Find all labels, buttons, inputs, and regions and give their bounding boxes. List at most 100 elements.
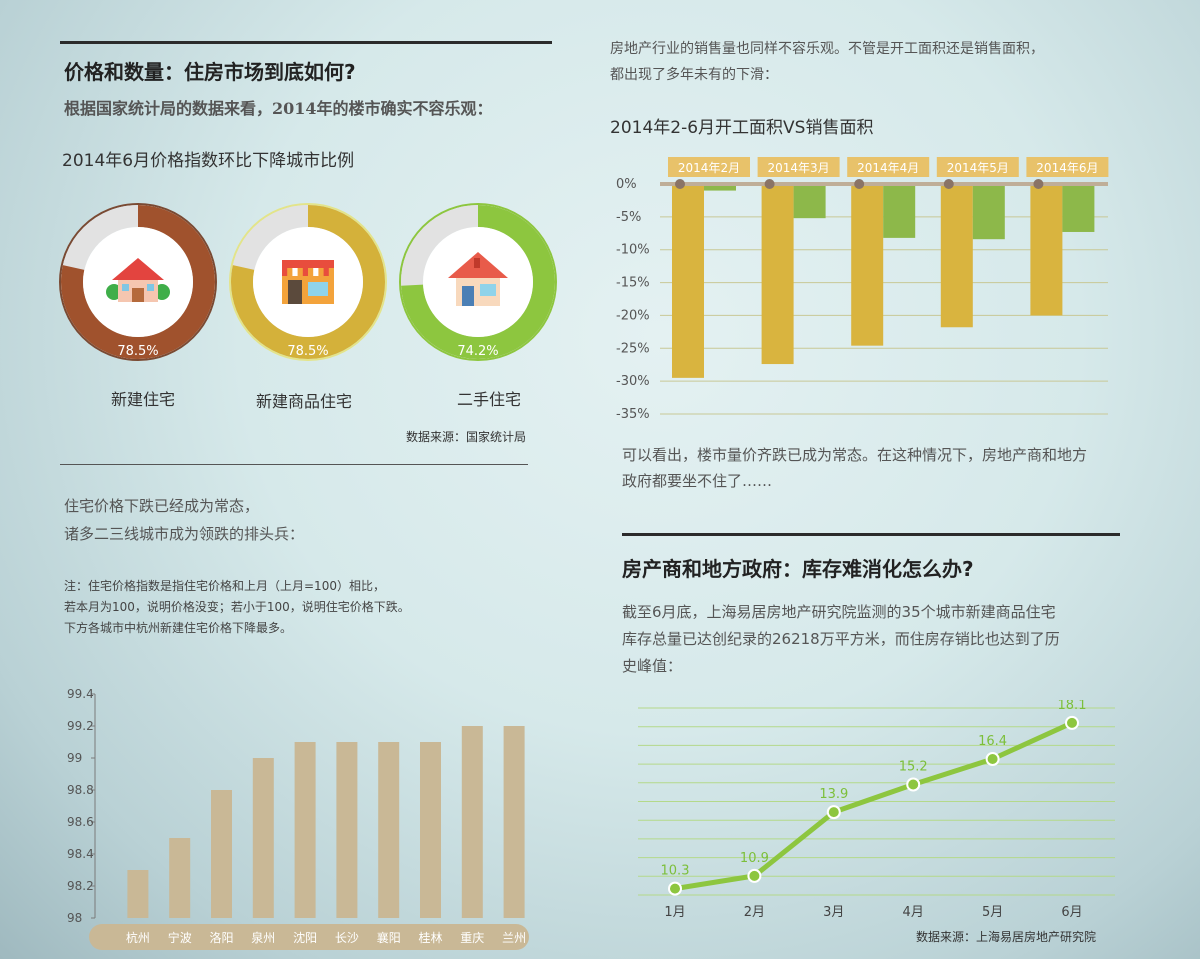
text1-line1: 住宅价格下跌已经成为常态， (64, 497, 260, 515)
bar-襄阳 (378, 742, 400, 918)
intro-text-left: 根据国家统计局的数据来看，2014年的楼市确实不容乐观： (64, 99, 493, 118)
y-tick-label: -25% (616, 341, 650, 356)
divider-left (60, 464, 528, 465)
bar-sales-area (972, 184, 1005, 240)
data-label: 10.3 (661, 864, 690, 879)
y-tick-label: -20% (616, 308, 650, 323)
y-tick-label: -10% (616, 243, 650, 258)
house-icon (448, 252, 508, 306)
house-with-trees-icon (106, 258, 170, 302)
after-line2: 政府都要坐不住了…… (622, 472, 773, 490)
rings-title: 2014年6月价格指数环比下降城市比例 (62, 151, 355, 171)
category-tab (936, 157, 1019, 177)
category-tab (1026, 157, 1109, 177)
y-tick-label: -5% (616, 210, 641, 225)
data-label: 16.4 (978, 734, 1007, 749)
ring-value-arc (61, 205, 215, 359)
x-tick-label: 1月 (664, 905, 685, 920)
x-tick-label: 桂林 (418, 930, 442, 945)
category-label: 2014年6月 (1036, 161, 1098, 175)
data-point (826, 805, 841, 820)
category-tab (847, 157, 930, 177)
ring-outline (229, 203, 387, 361)
y-tick-label: 99 (67, 751, 82, 765)
bar-桂林 (420, 742, 441, 918)
data-point (668, 881, 682, 896)
data-point (985, 752, 1000, 766)
ring-outline (399, 203, 557, 361)
ring-value-arc (401, 205, 555, 359)
y-tick-label: 99.4 (67, 687, 94, 701)
y-tick-label: -35% (616, 407, 650, 422)
ring-percent-label: 78.5% (287, 344, 328, 359)
data-label: 18.1 (1058, 700, 1087, 713)
x-tick-label: 重庆 (460, 931, 484, 945)
bar-宁波 (169, 838, 191, 918)
section-rule-right (622, 533, 1120, 536)
city-price-index-chart: 98 98.2 98.4 98.6 98.8 99 99.2 99.4 杭州 宁波 洛阳 泉州 沈阳 长沙… (67, 687, 529, 950)
x-tick-label: 宁波 (168, 930, 192, 945)
note-line3: 下方各城市中杭州新建住宅价格下降最多。 (64, 621, 293, 635)
x-tick-label: 兰州 (502, 931, 526, 945)
data-label: 15.2 (899, 760, 928, 775)
y-tick-label: -30% (616, 374, 650, 389)
axis-dot (854, 179, 865, 189)
axis-dot (1033, 179, 1044, 189)
bar-start-area (672, 184, 704, 378)
axis-dot (943, 179, 954, 189)
x-tick-label: 沈阳 (293, 930, 317, 945)
note-line1: 注：住宅价格指数是指住宅价格和上月（上月=100）相比， (64, 579, 385, 593)
zero-axis (660, 182, 1108, 186)
x-tick-label: 襄阳 (377, 930, 401, 945)
y-tick-label: -15% (616, 276, 650, 291)
x-tick-label: 4月 (903, 905, 924, 920)
section-title-left: 价格和数量：住房市场到底如何? (64, 60, 356, 84)
x-tick-label: 长沙 (335, 931, 359, 945)
axis-dot (764, 179, 775, 189)
text1-line2: 诸多二三线城市成为领跌的排头兵： (64, 525, 305, 543)
category-tab (757, 157, 840, 177)
bar-兰州 (503, 726, 525, 918)
data-point (906, 777, 921, 792)
section-title-right: 房产商和地方政府：库存难消化怎么办? (622, 557, 974, 581)
bar-sales-area (704, 184, 736, 191)
ring-percent-label: 78.5% (117, 344, 158, 359)
x-tick-label: 杭州 (126, 930, 150, 945)
category-label: 2014年4月 (857, 161, 919, 175)
x-tick-label: 泉州 (251, 931, 275, 945)
bar-start-area (851, 184, 884, 346)
storefront-icon (282, 260, 334, 304)
ring-label-new-commercial: 新建商品住宅 (255, 392, 352, 411)
after-line1: 可以看出，楼市量价齐跌已成为常态。在这种情况下，房地产商和地方 (622, 446, 1088, 464)
category-label: 2014年5月 (947, 161, 1009, 175)
right-intro-line1: 房地产行业的销售量也同样不容乐观。不管是开工面积还是销售面积， (610, 41, 1044, 57)
x-tick-label: 5月 (982, 905, 1003, 920)
data-label: 13.9 (819, 787, 848, 802)
bar-start-area (940, 184, 973, 328)
ring-charts: 78.5% 78.5% 74.2% (59, 203, 557, 361)
x-tick-label: 3月 (823, 905, 844, 920)
area-comparison-chart: 0% -5% -10% -15% -20% -25% -30% -35% 2014年2月 2014… (616, 157, 1109, 422)
x-axis-band (89, 924, 529, 950)
bar-沈阳 (294, 742, 316, 918)
axis-dot (675, 179, 685, 189)
series-line (674, 720, 1074, 892)
data-point (747, 868, 762, 883)
rings-source: 数据来源：国家统计局 (406, 430, 527, 444)
category-tab (668, 157, 750, 177)
ring-label-new-residential: 新建住宅 (110, 390, 175, 409)
bar-泉州 (252, 758, 274, 918)
right-intro-line2: 都出现了多年未有的下滑： (610, 67, 778, 83)
y-tick-label: 98 (67, 911, 82, 925)
bar-洛阳 (211, 790, 232, 918)
data-point (1065, 715, 1079, 730)
bar-重庆 (461, 726, 483, 918)
ring-label-second-hand: 二手住宅 (456, 390, 521, 409)
bar-start-area (761, 184, 794, 365)
ring-outline (59, 203, 217, 361)
bar-杭州 (127, 870, 149, 918)
y-tick-label: 98.6 (67, 815, 94, 829)
bar-长沙 (336, 742, 358, 918)
x-tick-label: 洛阳 (209, 930, 233, 945)
category-label: 2014年2月 (678, 161, 740, 175)
